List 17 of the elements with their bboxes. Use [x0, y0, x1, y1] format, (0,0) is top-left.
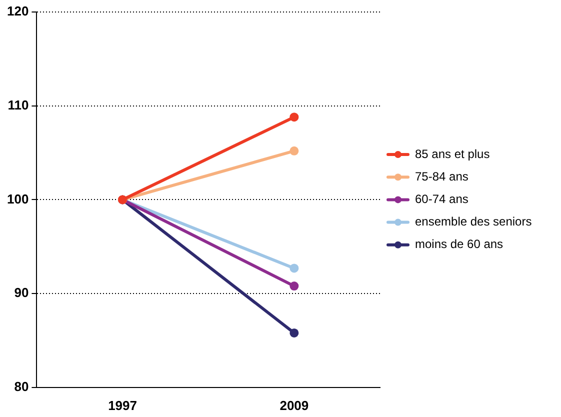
legend-label: moins de 60 ans — [415, 237, 504, 252]
x-tick-label: 1997 — [108, 398, 137, 413]
point — [290, 282, 299, 291]
y-tick-label: 90 — [14, 285, 29, 300]
point — [290, 328, 299, 338]
y-tick-label: 110 — [8, 97, 29, 112]
point — [290, 146, 299, 156]
legend-label: ensemble des seniors — [415, 214, 532, 229]
x-tick-label: 2009 — [280, 398, 309, 413]
y-tick-label: 80 — [14, 378, 29, 394]
point — [290, 112, 299, 122]
legend-label: 75-84 ans — [415, 169, 468, 184]
point — [290, 264, 299, 273]
y-tick-label: 120 — [6, 4, 29, 19]
legend-label: 85 ans et plus — [415, 146, 490, 161]
legend-label: 60-74 ans — [415, 192, 468, 206]
y-tick-label: 100 — [6, 191, 29, 206]
